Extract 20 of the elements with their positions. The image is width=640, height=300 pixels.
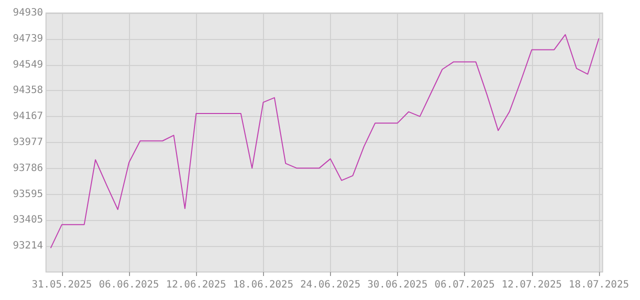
- x-tick-label: 31.05.2025: [32, 280, 92, 290]
- x-tick-label: 06.06.2025: [98, 280, 160, 290]
- y-tick-label: 93595: [12, 188, 43, 200]
- y-tick-label: 94549: [12, 59, 43, 70]
- y-tick-label: 94930: [12, 8, 43, 18]
- x-tick-label: 24.06.2025: [300, 280, 360, 290]
- y-tick-label: 94739: [12, 33, 43, 44]
- x-tick-label: 30.06.2025: [367, 280, 428, 290]
- y-tick-label: 93214: [12, 240, 43, 252]
- y-tick-label: 94358: [12, 85, 43, 96]
- line-series: [50, 34, 600, 249]
- y-tick-label: 93405: [12, 214, 43, 226]
- x-tick-label: 12.06.2025: [166, 280, 226, 290]
- x-tick-label: 06.07.2025: [434, 280, 495, 290]
- y-tick-label: 94167: [12, 111, 43, 122]
- y-tick-label: 93977: [12, 137, 43, 148]
- y-tick-label: 93786: [12, 162, 43, 174]
- x-tick-label: 18.07.2025: [568, 280, 630, 290]
- x-tick-label: 18.06.2025: [233, 280, 294, 290]
- x-tick-label: 12.07.2025: [502, 280, 562, 290]
